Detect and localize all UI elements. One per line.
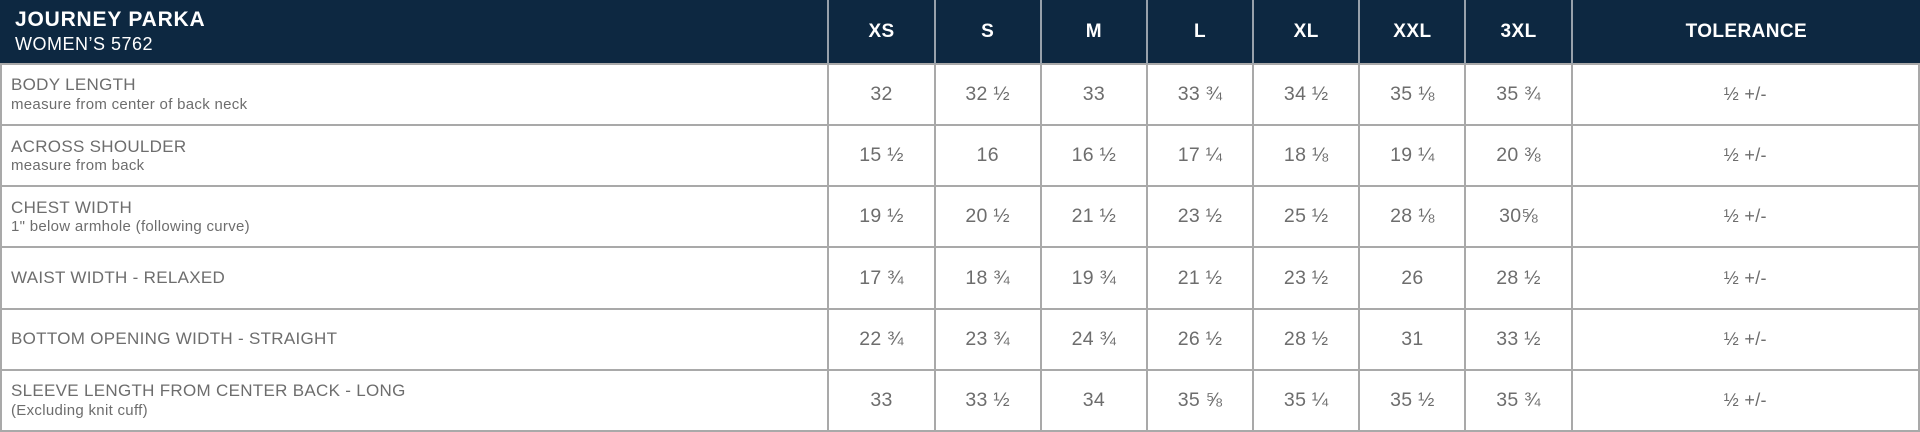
tolerance-column-header: TOLERANCE bbox=[1572, 0, 1920, 65]
measurement-value-cell: 32 bbox=[829, 65, 936, 127]
tolerance-value-cell: ½ +/- bbox=[1572, 248, 1920, 310]
measurement-label: CHEST WIDTH bbox=[11, 197, 133, 217]
table-row-chest-width: CHEST WIDTH 1" below armhole (following … bbox=[0, 187, 1920, 249]
measurement-value-cell: 26 bbox=[1360, 248, 1467, 310]
tolerance-value-cell: ½ +/- bbox=[1572, 370, 1920, 432]
measurement-value-cell: 35 ½ bbox=[1360, 370, 1467, 432]
table-body: BODY LENGTH measure from center of back … bbox=[0, 65, 1920, 432]
measurement-label-cell: BODY LENGTH measure from center of back … bbox=[0, 65, 830, 127]
measurement-value-cell: 32 ½ bbox=[935, 65, 1042, 127]
tolerance-value-cell: ½ +/- bbox=[1572, 309, 1920, 371]
measurement-value-cell: 17 ¾ bbox=[829, 248, 936, 310]
measurement-label: BOTTOM OPENING WIDTH - STRAIGHT bbox=[11, 329, 338, 348]
size-column-header-xs: XS bbox=[829, 0, 936, 65]
measurement-value-cell: 30⅝ bbox=[1466, 187, 1573, 249]
measurement-value-cell: 21 ½ bbox=[1041, 187, 1148, 249]
measurement-value-cell: 20 ½ bbox=[935, 187, 1042, 249]
measurement-value-cell: 16 ½ bbox=[1041, 126, 1148, 188]
measurement-label: ACROSS SHOULDER bbox=[11, 136, 187, 156]
measurement-note: (Excluding knit cuff) bbox=[11, 401, 148, 419]
measurement-value-cell: 35 ⅛ bbox=[1360, 65, 1467, 127]
measurement-value-cell: 23 ½ bbox=[1254, 248, 1361, 310]
measurement-value-cell: 35 ¾ bbox=[1466, 370, 1573, 432]
measurement-value-cell: 19 ½ bbox=[829, 187, 936, 249]
measurement-value-cell: 21 ½ bbox=[1147, 248, 1255, 310]
measurement-label-cell: BOTTOM OPENING WIDTH - STRAIGHT bbox=[0, 309, 830, 371]
measurement-label: BODY LENGTH bbox=[11, 75, 136, 95]
table-header: JOURNEY PARKA WOMEN’S 5762 XS S M L XL X… bbox=[0, 0, 1920, 65]
measurement-value-cell: 28 ⅛ bbox=[1360, 187, 1467, 249]
measurement-label: SLEEVE LENGTH FROM CENTER BACK - LONG bbox=[11, 381, 406, 401]
measurement-value-cell: 33 ½ bbox=[935, 370, 1042, 432]
measurement-value-cell: 23 ¾ bbox=[935, 309, 1042, 371]
measurement-value-cell: 35 ⅝ bbox=[1147, 370, 1255, 432]
measurement-label-cell: ACROSS SHOULDER measure from back bbox=[0, 126, 830, 188]
tolerance-value-cell: ½ +/- bbox=[1572, 126, 1920, 188]
measurement-note: measure from center of back neck bbox=[11, 95, 248, 113]
measurement-value-cell: 19 ¼ bbox=[1360, 126, 1467, 188]
size-column-header-xxl: XXL bbox=[1360, 0, 1467, 65]
size-column-header-s: S bbox=[935, 0, 1042, 65]
measurement-value-cell: 15 ½ bbox=[829, 126, 936, 188]
measurement-label-cell: CHEST WIDTH 1" below armhole (following … bbox=[0, 187, 830, 249]
product-title-cell: JOURNEY PARKA WOMEN’S 5762 bbox=[0, 0, 830, 65]
size-column-header-xl: XL bbox=[1254, 0, 1361, 65]
measurement-value-cell: 34 bbox=[1041, 370, 1148, 432]
measurement-value-cell: 19 ¾ bbox=[1041, 248, 1148, 310]
measurement-value-cell: 24 ¾ bbox=[1041, 309, 1148, 371]
tolerance-value-cell: ½ +/- bbox=[1572, 187, 1920, 249]
measurement-value-cell: 35 ¼ bbox=[1254, 370, 1361, 432]
table-row-across-shoulder: ACROSS SHOULDER measure from back 15 ½ 1… bbox=[0, 126, 1920, 188]
measurement-value-cell: 23 ½ bbox=[1147, 187, 1255, 249]
size-column-header-m: M bbox=[1041, 0, 1148, 65]
measurement-note: 1" below armhole (following curve) bbox=[11, 218, 250, 236]
measurement-value-cell: 22 ¾ bbox=[829, 309, 936, 371]
measurement-value-cell: 16 bbox=[935, 126, 1042, 188]
measurement-value-cell: 25 ½ bbox=[1254, 187, 1361, 249]
measurement-label: WAIST WIDTH - RELAXED bbox=[11, 267, 226, 287]
measurement-value-cell: 20 ⅜ bbox=[1466, 126, 1573, 188]
measurement-value-cell: 35 ¾ bbox=[1466, 65, 1573, 127]
tolerance-value-cell: ½ +/- bbox=[1572, 65, 1920, 127]
measurement-value-cell: 33 bbox=[1041, 65, 1148, 127]
table-row-waist-width: WAIST WIDTH - RELAXED 17 ¾ 18 ¾ 19 ¾ 21 … bbox=[0, 248, 1920, 310]
product-title: JOURNEY PARKA bbox=[15, 8, 206, 32]
size-column-header-3xl: 3XL bbox=[1466, 0, 1573, 65]
table-row-body-length: BODY LENGTH measure from center of back … bbox=[0, 65, 1920, 127]
measurement-label-cell: WAIST WIDTH - RELAXED bbox=[0, 248, 830, 310]
measurement-note: measure from back bbox=[11, 156, 145, 174]
measurement-label-cell: SLEEVE LENGTH FROM CENTER BACK - LONG (E… bbox=[0, 370, 830, 432]
measurement-value-cell: 28 ½ bbox=[1254, 309, 1361, 371]
measurement-value-cell: 34 ½ bbox=[1254, 65, 1361, 127]
measurement-value-cell: 26 ½ bbox=[1147, 309, 1255, 371]
product-subtitle: WOMEN’S 5762 bbox=[15, 34, 154, 55]
measurement-value-cell: 18 ⅛ bbox=[1254, 126, 1361, 188]
table-row-sleeve-length: SLEEVE LENGTH FROM CENTER BACK - LONG (E… bbox=[0, 370, 1920, 432]
measurement-value-cell: 33 ½ bbox=[1466, 309, 1573, 371]
header-row: JOURNEY PARKA WOMEN’S 5762 XS S M L XL X… bbox=[0, 0, 1920, 65]
measurement-value-cell: 33 ¾ bbox=[1147, 65, 1255, 127]
measurement-value-cell: 18 ¾ bbox=[935, 248, 1042, 310]
measurement-value-cell: 28 ½ bbox=[1466, 248, 1573, 310]
measurement-value-cell: 31 bbox=[1360, 309, 1467, 371]
measurement-value-cell: 33 bbox=[829, 370, 936, 432]
table-row-bottom-opening: BOTTOM OPENING WIDTH - STRAIGHT 22 ¾ 23 … bbox=[0, 309, 1920, 371]
measurement-value-cell: 17 ¼ bbox=[1147, 126, 1255, 188]
size-column-header-l: L bbox=[1147, 0, 1255, 65]
